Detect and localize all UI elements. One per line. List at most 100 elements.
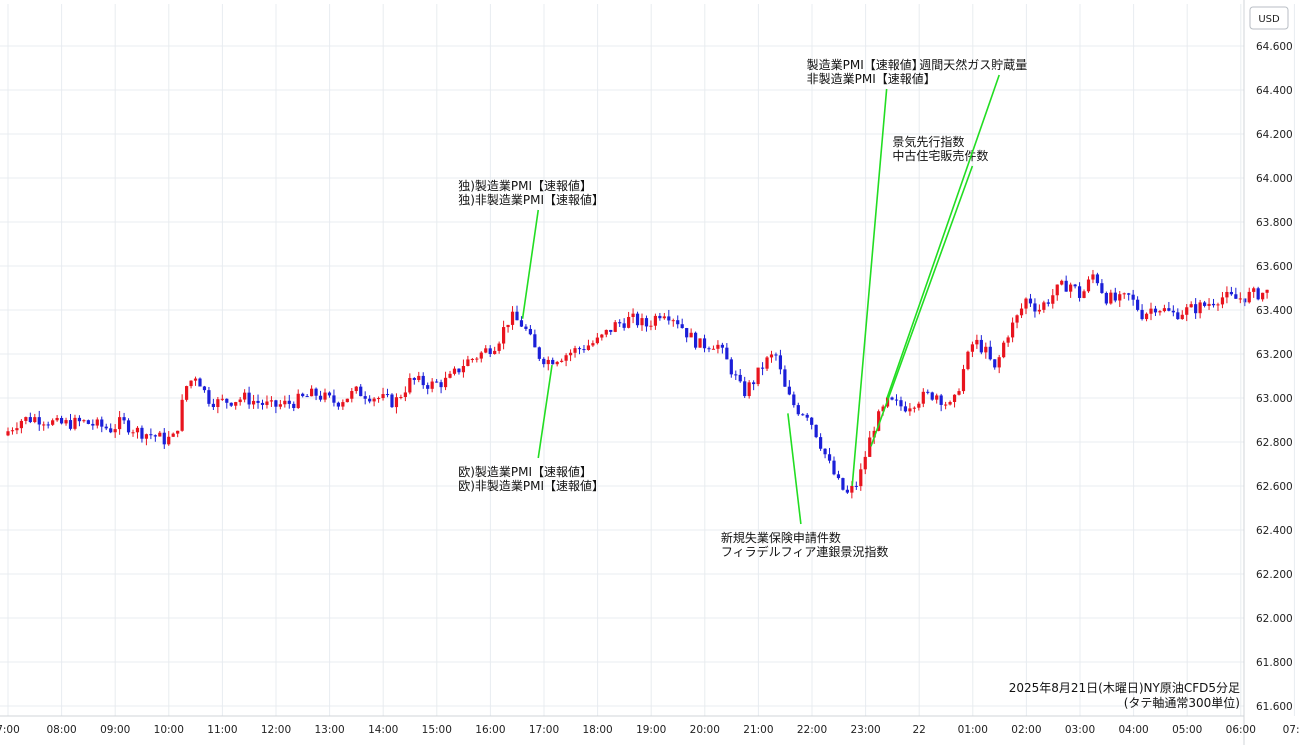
candle-body: [46, 424, 50, 426]
candle-body: [1220, 297, 1225, 305]
candle-body: [91, 423, 95, 426]
annotation-leader-line: [851, 88, 888, 487]
candle-body: [747, 382, 751, 397]
candle-body: [86, 420, 90, 424]
candle-body: [184, 386, 189, 400]
candle-body: [426, 385, 430, 389]
x-tick-label: 11:00: [207, 724, 237, 736]
candle-body: [734, 374, 738, 376]
candle-body: [470, 358, 474, 360]
x-tick-label: 15:00: [422, 724, 452, 736]
x-tick-label: 21:00: [743, 724, 773, 736]
candle-body: [899, 400, 903, 407]
candle-body: [1077, 286, 1082, 298]
annotation-label: 新規失業保険申請件数: [721, 530, 841, 545]
candle-body: [582, 349, 586, 351]
candle-body: [868, 437, 872, 457]
candle-body: [1265, 289, 1269, 293]
candle-body: [167, 436, 171, 445]
candle-body: [890, 397, 894, 400]
candle-body: [443, 377, 448, 388]
candle-body: [756, 367, 760, 385]
candle-body: [810, 417, 814, 425]
candle-body: [1046, 302, 1050, 304]
candle-body: [310, 388, 314, 397]
chart-title: 2025年8月21日(木曜日)NY原油CFD5分足: [1009, 681, 1240, 695]
candle-body: [778, 355, 783, 370]
candle-body: [738, 374, 742, 382]
candle-body: [1127, 293, 1131, 295]
candle-body: [256, 400, 260, 403]
candle-body: [1162, 308, 1167, 312]
currency-badge[interactable]: USD: [1249, 6, 1289, 30]
candle-body: [667, 316, 671, 321]
annotation-label: 景気先行指数: [892, 134, 964, 149]
candle-body: [1158, 311, 1162, 313]
candle-body: [363, 396, 367, 399]
candle-body: [760, 367, 765, 369]
candle-body: [113, 429, 117, 433]
candle-body: [403, 392, 407, 398]
candle-body: [1010, 322, 1015, 338]
y-tick-label: 61.600: [1256, 701, 1293, 713]
candle-body: [702, 338, 707, 349]
annotation-label: 中古住宅販売件数: [892, 148, 988, 163]
candle-body: [805, 414, 809, 418]
candle-body: [64, 420, 68, 424]
candle-body: [796, 405, 800, 415]
candle-body: [952, 394, 957, 402]
candle-body: [591, 343, 595, 346]
annotation-label: 週間天然ガス貯蔵量: [919, 57, 1027, 72]
candle-body: [604, 329, 608, 335]
candle-body: [421, 375, 425, 386]
candle-body: [448, 373, 452, 378]
y-axis: 61.600 61.800 62.000 62.200 62.400 62.600 62.8…: [1256, 41, 1293, 713]
candle-body: [1176, 312, 1180, 320]
annotation-label: 独)非製造業PMI【速報値】: [458, 192, 604, 207]
candle-body: [729, 359, 733, 375]
candle-body: [662, 316, 666, 319]
candle-body: [390, 394, 394, 408]
candle-body: [765, 357, 769, 369]
candle-body: [1037, 309, 1041, 312]
candle-body: [1100, 283, 1104, 293]
candle-body: [609, 329, 613, 332]
candle-body: [988, 346, 992, 360]
candle-body: [716, 344, 720, 349]
candle-body: [966, 351, 970, 370]
x-tick-label: 20:00: [690, 724, 720, 736]
x-tick-label: 12:00: [261, 724, 291, 736]
candle-body: [6, 431, 10, 436]
candle-body: [439, 382, 443, 388]
y-tick-label: 64.200: [1256, 129, 1293, 141]
candle-body: [560, 360, 564, 362]
candle-body: [555, 361, 559, 365]
candle-body: [836, 474, 841, 479]
candle-body: [287, 400, 291, 404]
x-tick-label: 13:00: [314, 724, 344, 736]
candle-body: [939, 395, 943, 405]
x-tick-label: 17:00: [529, 724, 559, 736]
candle-body: [894, 399, 899, 401]
candle-body: [877, 411, 881, 431]
candle-body: [979, 339, 983, 353]
candle-body: [15, 428, 19, 431]
candle-body: [845, 489, 849, 493]
candle-body: [10, 430, 15, 432]
candle-body: [720, 344, 724, 348]
candle-body: [162, 432, 166, 445]
y-tick-label: 64.600: [1256, 41, 1293, 53]
y-tick-label: 63.200: [1256, 349, 1293, 361]
candle-body: [1185, 307, 1189, 315]
y-tick-label: 64.400: [1256, 85, 1293, 97]
candle-body: [408, 378, 412, 393]
candle-body: [711, 348, 716, 350]
candle-body: [225, 398, 229, 403]
candle-body: [336, 402, 341, 407]
candle-body: [1118, 294, 1122, 301]
candle-body: [381, 394, 385, 399]
annotation-label: 欧)非製造業PMI【速報値】: [458, 478, 604, 493]
candle-body: [528, 328, 532, 335]
candle-body: [126, 420, 131, 433]
candle-body: [153, 435, 157, 437]
